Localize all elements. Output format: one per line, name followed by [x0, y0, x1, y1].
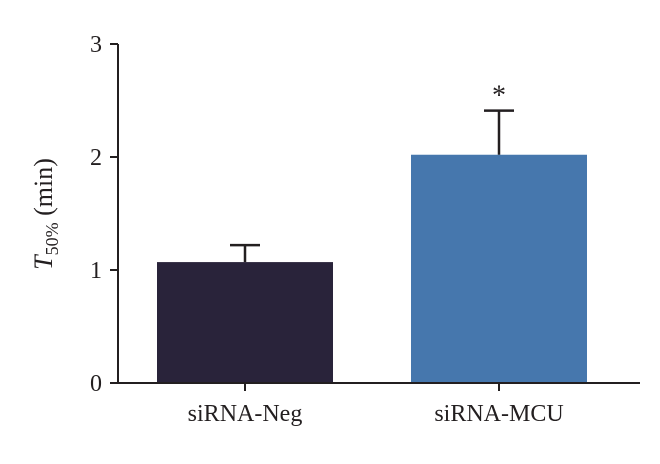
- error-bar-siRNA-MCU: [484, 109, 514, 155]
- y-tick-label-3: 3: [90, 32, 102, 58]
- y-axis-ticks: 0 1 2 3: [90, 32, 118, 397]
- x-tick-label-siRNA-MCU: siRNA-MCU: [434, 401, 563, 427]
- y-axis-label-subscript: 50%: [42, 222, 62, 255]
- x-tick-label-siRNA-Neg: siRNA-Neg: [188, 401, 303, 427]
- y-axis-label-unit: (min): [29, 158, 58, 222]
- x-axis-ticks: siRNA-Neg siRNA-MCU: [188, 383, 564, 427]
- significance-marker-siRNA-MCU: *: [492, 81, 506, 112]
- significance-markers: *: [492, 81, 506, 112]
- y-tick-label-0: 0: [90, 371, 102, 397]
- error-bars: [230, 109, 514, 263]
- bar-siRNA-MCU: [411, 154, 587, 383]
- y-tick-label-1: 1: [90, 258, 102, 284]
- bar-siRNA-Neg: [157, 262, 333, 383]
- y-tick-label-2: 2: [90, 145, 102, 171]
- y-axis-label: T50% (min): [29, 158, 62, 270]
- y-axis-label-main: T: [29, 254, 58, 270]
- error-bar-siRNA-Neg: [230, 243, 260, 263]
- bars: [157, 154, 587, 383]
